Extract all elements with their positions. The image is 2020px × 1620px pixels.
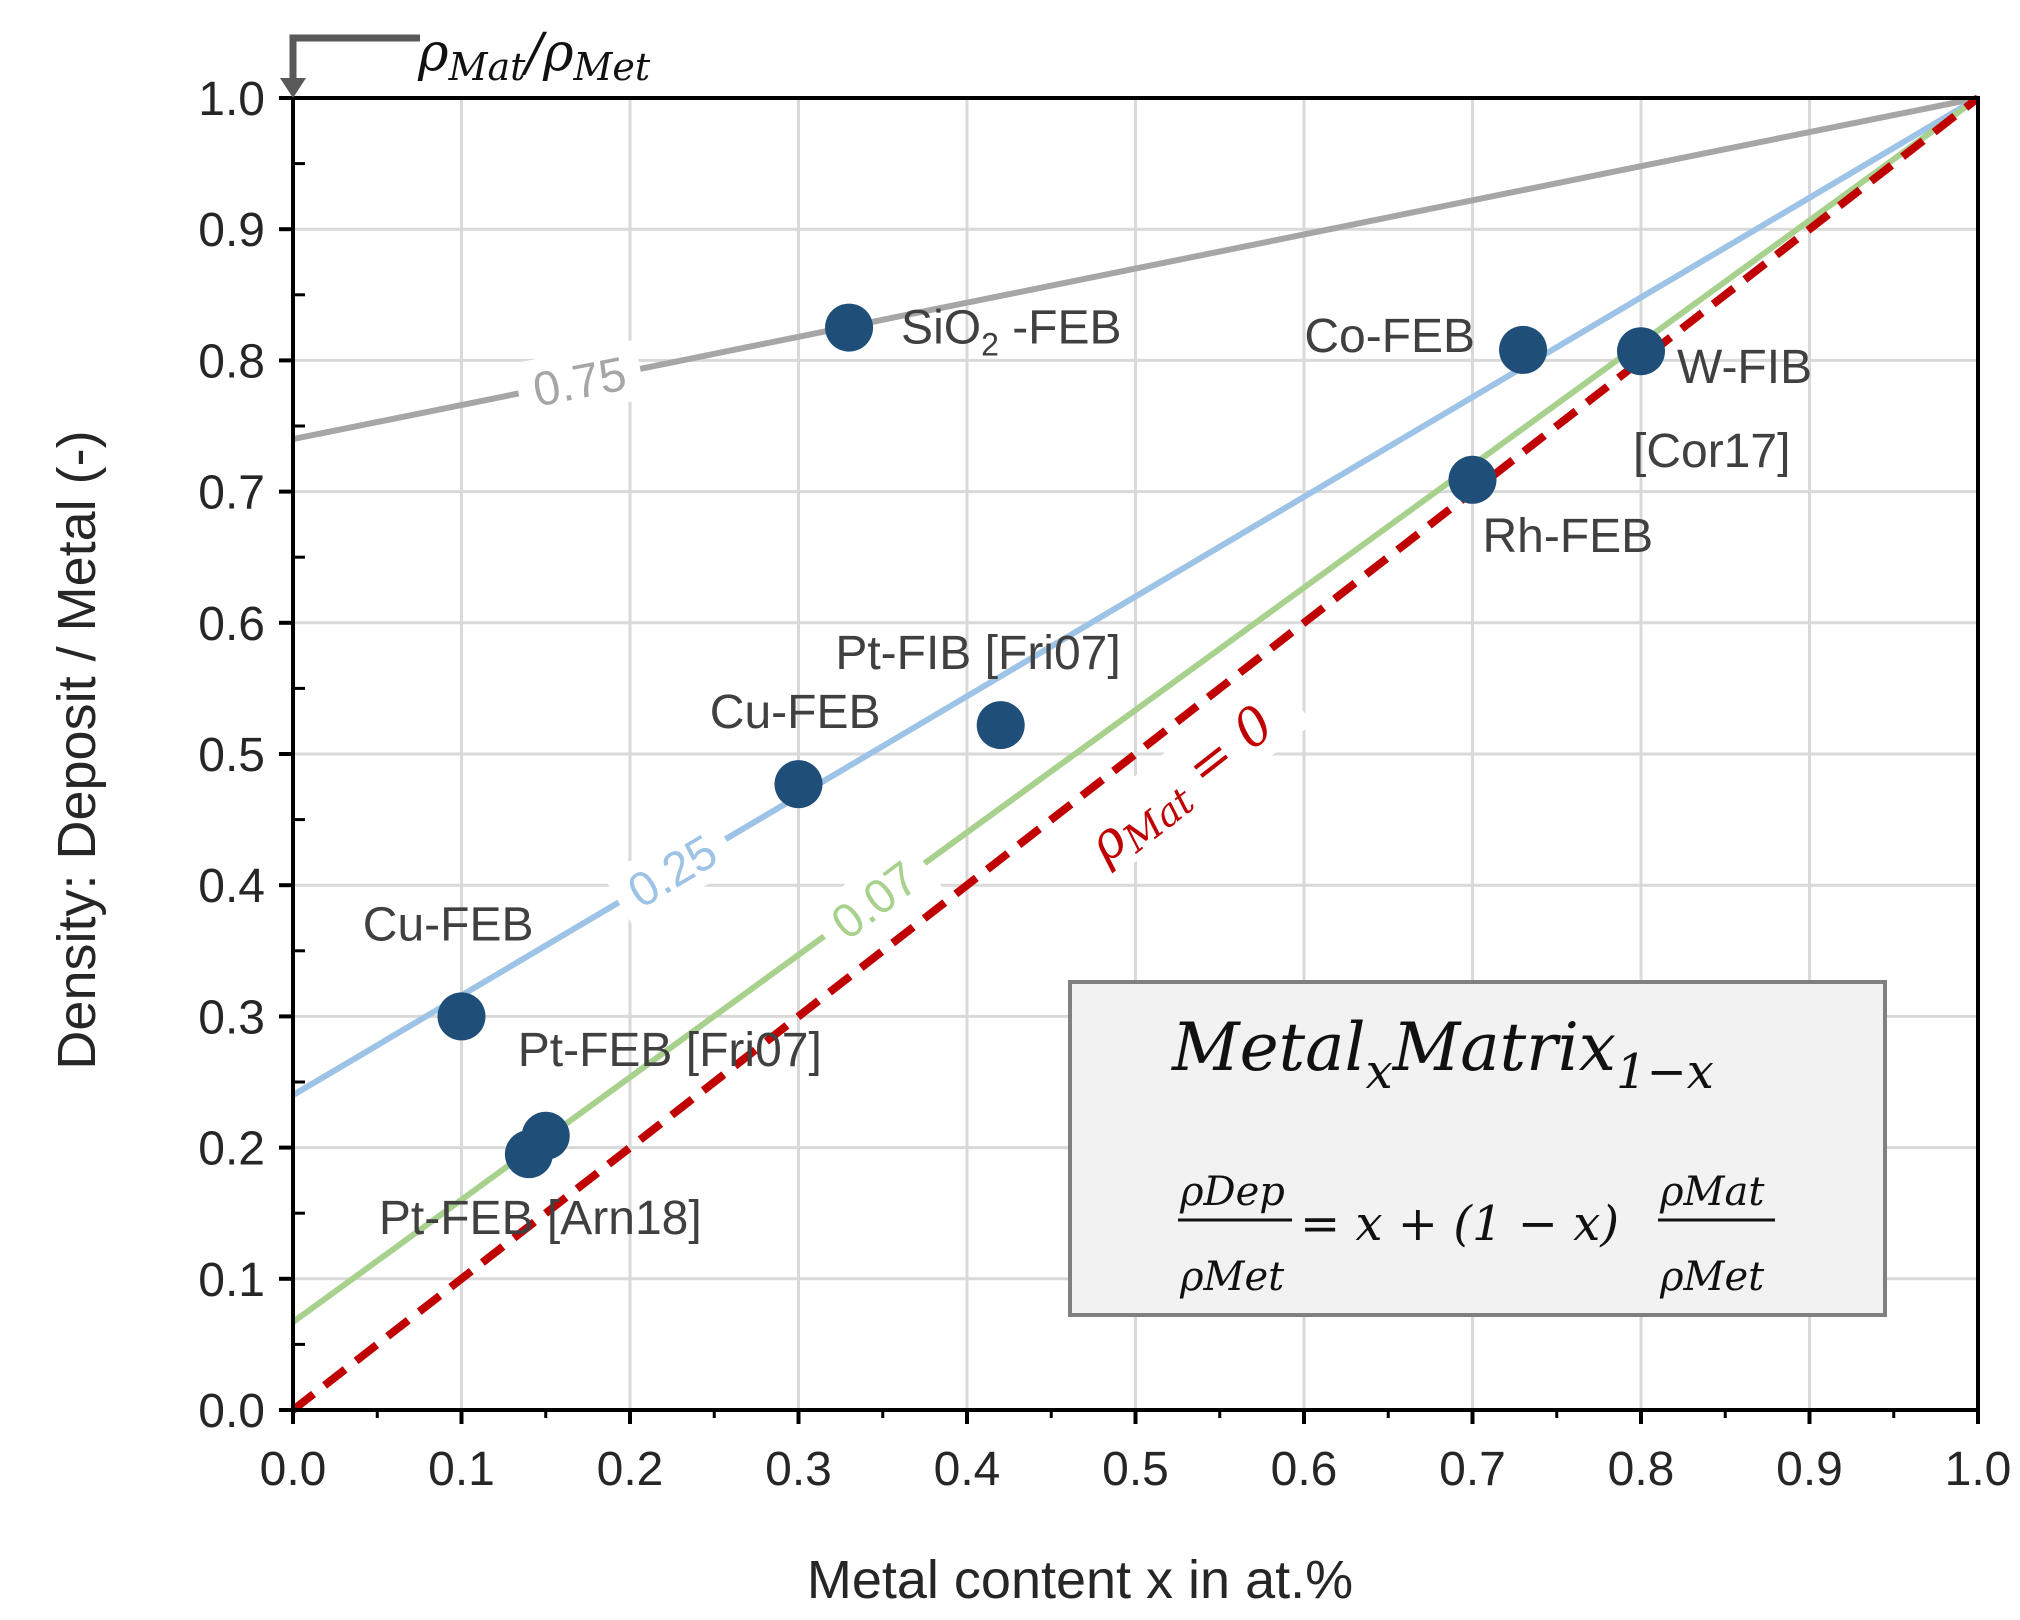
point-label: W-FIB [Cor17] — [1633, 341, 1812, 478]
series-line-0.25 — [291, 95, 1980, 1098]
formula-title: MetalxMatrix1−x — [1171, 1009, 1714, 1100]
y-tick-label: 0.1 — [198, 1254, 265, 1307]
top-axis-arrow — [280, 34, 420, 98]
point-label: Pt-FEB [Arn18] — [379, 1192, 702, 1245]
x-tick-label: 0.5 — [1102, 1443, 1169, 1496]
line-label-bg — [806, 838, 942, 962]
x-tick-label: 0.8 — [1608, 1443, 1675, 1496]
x-axis-title: Metal content x in at.% — [807, 1550, 1353, 1610]
y-tick-label: 1.0 — [198, 73, 265, 126]
formula-rhs-denominator: ρMet — [1659, 1254, 1765, 1300]
axis-ticks: 0.0 0.1 0.2 0.3 0.4 0.5 0.6 0.7 0.8 0.9 1.0 0.0 0.1 0… — [198, 73, 2011, 1496]
x-tick-label: 1.0 — [1945, 1443, 2012, 1496]
series-line-0.07 — [291, 95, 1980, 1325]
point-label: SiO2 -FEB — [901, 302, 1121, 363]
formula-lhs-denominator: ρMet — [1179, 1254, 1285, 1300]
y-axis-title: Density: Deposit / Metal (-) — [47, 430, 107, 1069]
formula-middle: = x + (1 − x) — [1300, 1196, 1619, 1252]
grid-lines — [293, 98, 1978, 1410]
x-tick-label: 0.6 — [1271, 1443, 1338, 1496]
point-label: Cu-FEB — [363, 898, 534, 951]
data-points — [437, 303, 1665, 1179]
data-point — [976, 701, 1025, 750]
y-tick-label: 0.7 — [198, 467, 265, 520]
y-tick-label: 0.0 — [198, 1385, 265, 1438]
point-label: Rh-FEB — [1483, 510, 1654, 563]
x-tick-label: 0.1 — [428, 1443, 495, 1496]
point-label: Co-FEB — [1304, 310, 1475, 363]
line-label-group: 0.75 — [512, 339, 647, 423]
y-tick-label: 0.6 — [198, 598, 265, 651]
x-tick-label: 0.2 — [597, 1443, 664, 1496]
data-point — [1499, 325, 1548, 374]
x-tick-label: 0.4 — [934, 1443, 1001, 1496]
ratio-zero-label-group: ρMat = 0 — [1066, 669, 1313, 884]
top-axis-label: ρMat/ρMet — [417, 23, 651, 89]
formula-box-frame — [1068, 980, 1887, 1317]
y-tick-label: 0.2 — [198, 1123, 265, 1176]
y-tick-label: 0.3 — [198, 991, 265, 1044]
data-point — [504, 1130, 553, 1179]
line-label-bg — [603, 813, 741, 929]
point-label: Pt-FIB [Fri07] — [835, 627, 1120, 680]
ratio-zero-label-bg — [1066, 669, 1313, 884]
line-label-bg — [512, 339, 647, 423]
y-tick-label: 0.4 — [198, 860, 265, 913]
data-point — [1448, 455, 1497, 504]
formula-box: MetalxMatrix1−x ρDep ρMet = x + (1 − x) … — [1068, 980, 1887, 1317]
x-tick-label: 0.0 — [260, 1443, 327, 1496]
annotations: SiO2 -FEB Co-FEB W-FIB [Cor17] Rh-FEB Pt-FIB … — [363, 302, 1812, 1246]
data-point — [1617, 327, 1665, 376]
formula-rhs-numerator: ρMat — [1659, 1169, 1765, 1215]
x-tick-label: 0.7 — [1439, 1443, 1506, 1496]
point-label: Pt-FEB [Fri07] — [518, 1024, 822, 1077]
data-point — [437, 992, 486, 1041]
y-tick-label: 0.5 — [198, 729, 265, 782]
series-line-0 — [290, 94, 1981, 1414]
data-point — [825, 303, 874, 352]
x-tick-label: 0.9 — [1776, 1443, 1843, 1496]
point-label: Cu-FEB — [710, 686, 881, 739]
y-tick-label: 0.8 — [198, 335, 265, 388]
data-point — [774, 760, 823, 809]
x-tick-label: 0.3 — [765, 1443, 832, 1496]
formula-lhs-numerator: ρDep — [1179, 1169, 1285, 1215]
y-tick-label: 0.9 — [198, 204, 265, 257]
